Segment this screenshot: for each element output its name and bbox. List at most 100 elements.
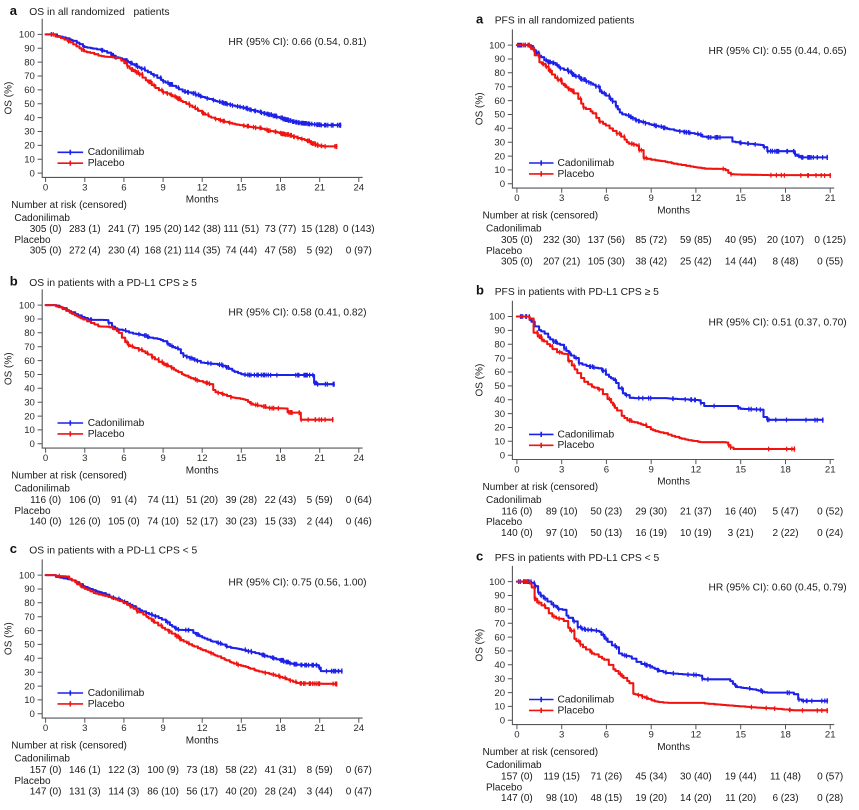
svg-text:Cadonilimab: Cadonilimab [486,760,542,771]
svg-text:10: 10 [24,695,35,706]
svg-text:3: 3 [82,182,87,193]
svg-text:80: 80 [24,598,35,609]
svg-text:Cadonilimab: Cadonilimab [558,694,615,705]
svg-text:Cadonilimab: Cadonilimab [14,484,70,495]
svg-text:6: 6 [121,453,126,464]
svg-text:71 (26): 71 (26) [591,771,623,782]
svg-text:6: 6 [121,723,126,734]
svg-text:6: 6 [121,182,126,193]
svg-text:98 (10): 98 (10) [546,793,578,804]
svg-text:OS (%): OS (%) [3,352,14,385]
svg-text:20: 20 [24,141,35,152]
svg-text:Cadonilimab: Cadonilimab [88,418,145,429]
svg-text:18: 18 [275,723,286,734]
svg-text:80: 80 [24,57,35,68]
svg-text:157 (0): 157 (0) [501,771,533,782]
svg-text:8 (48): 8 (48) [772,256,798,267]
svg-text:168 (21): 168 (21) [144,246,181,257]
svg-text:80: 80 [494,68,505,79]
svg-text:24: 24 [353,723,364,734]
svg-text:Number at risk (censored): Number at risk (censored) [483,747,599,758]
svg-text:47 (58): 47 (58) [265,246,297,257]
svg-text:74 (10): 74 (10) [147,516,179,527]
svg-text:PFS in patients with PD-L1 CPS: PFS in patients with PD-L1 CPS ≥ 5 [495,287,659,298]
svg-text:6: 6 [604,730,609,741]
svg-text:60: 60 [24,626,35,637]
svg-text:0: 0 [514,193,519,204]
svg-text:OS (%): OS (%) [475,364,486,397]
svg-text:0 (67): 0 (67) [346,765,372,776]
svg-text:73 (18): 73 (18) [186,765,218,776]
svg-text:97 (10): 97 (10) [546,528,578,539]
svg-text:157 (0): 157 (0) [30,765,62,776]
svg-text:24: 24 [353,453,364,464]
svg-text:Months: Months [186,735,219,746]
svg-text:40: 40 [494,395,505,406]
svg-text:OS in patients with a PD-L1 CP: OS in patients with a PD-L1 CPS < 5 [29,546,197,557]
svg-text:90: 90 [24,44,35,55]
svg-text:19 (44): 19 (44) [725,771,757,782]
svg-text:Placebo: Placebo [14,776,51,787]
svg-text:100: 100 [19,30,35,41]
svg-text:232 (30): 232 (30) [543,235,580,246]
svg-text:18: 18 [275,182,286,193]
svg-text:305 (0): 305 (0) [30,224,62,235]
svg-text:60: 60 [494,367,505,378]
svg-text:91 (4): 91 (4) [111,495,137,506]
svg-text:29 (30): 29 (30) [635,506,667,517]
svg-text:Placebo: Placebo [486,246,523,257]
svg-text:50: 50 [24,370,35,381]
svg-text:15 (128): 15 (128) [301,224,338,235]
svg-text:70: 70 [494,353,505,364]
svg-text:HR (95% CI): 0.51 (0.37, 0.70): HR (95% CI): 0.51 (0.37, 0.70) [709,317,847,328]
svg-text:70: 70 [494,82,505,93]
svg-text:90: 90 [24,314,35,325]
svg-text:0: 0 [514,730,519,741]
svg-text:c: c [476,549,483,564]
svg-text:Placebo: Placebo [486,782,523,793]
svg-text:HR (95% CI): 0.55 (0.44, 0.65): HR (95% CI): 0.55 (0.44, 0.65) [709,46,847,57]
svg-text:0 (125): 0 (125) [814,235,846,246]
svg-text:14 (20): 14 (20) [680,793,712,804]
svg-text:74 (44): 74 (44) [225,246,257,257]
svg-text:OS in patients with a PD-L1 CP: OS in patients with a PD-L1 CPS ≥ 5 [29,278,197,289]
svg-text:60: 60 [24,356,35,367]
svg-text:105 (0): 105 (0) [108,516,140,527]
svg-text:21: 21 [314,453,325,464]
svg-text:305 (0): 305 (0) [30,246,62,257]
svg-text:45 (34): 45 (34) [635,771,667,782]
svg-text:207 (21): 207 (21) [543,256,580,267]
svg-text:100: 100 [19,570,35,581]
svg-text:9: 9 [649,193,654,204]
svg-text:20: 20 [24,411,35,422]
svg-text:24: 24 [353,182,364,193]
svg-text:25 (42): 25 (42) [680,256,712,267]
svg-text:PFS in patients with PD-L1 CPS: PFS in patients with PD-L1 CPS < 5 [495,553,660,564]
svg-text:11 (20): 11 (20) [725,793,756,804]
svg-text:Months: Months [657,205,690,216]
svg-text:147 (0): 147 (0) [30,786,62,797]
svg-text:15: 15 [735,730,746,741]
svg-text:9: 9 [160,182,165,193]
svg-text:140 (0): 140 (0) [30,516,62,527]
svg-text:60: 60 [24,85,35,96]
svg-text:80: 80 [494,605,505,616]
svg-text:PFS in all randomized patients: PFS in all randomized patients [495,16,635,27]
svg-text:21: 21 [314,182,325,193]
svg-text:90: 90 [494,54,505,65]
svg-text:30: 30 [494,137,505,148]
svg-text:12: 12 [691,193,702,204]
svg-text:28 (24): 28 (24) [265,786,297,797]
svg-text:60: 60 [494,96,505,107]
svg-text:70: 70 [24,342,35,353]
svg-text:b: b [476,282,484,297]
svg-text:Cadonilimab: Cadonilimab [558,158,615,169]
svg-text:8 (59): 8 (59) [307,765,333,776]
svg-text:OS (%): OS (%) [475,629,486,662]
svg-text:3: 3 [82,453,87,464]
svg-text:119 (15): 119 (15) [543,771,580,782]
svg-text:HR (95% CI): 0.58 (0.41, 0.82): HR (95% CI): 0.58 (0.41, 0.82) [228,308,366,319]
svg-text:3 (21): 3 (21) [728,528,754,539]
svg-text:6 (23): 6 (23) [772,793,798,804]
svg-text:Number at risk (censored): Number at risk (censored) [483,482,599,493]
